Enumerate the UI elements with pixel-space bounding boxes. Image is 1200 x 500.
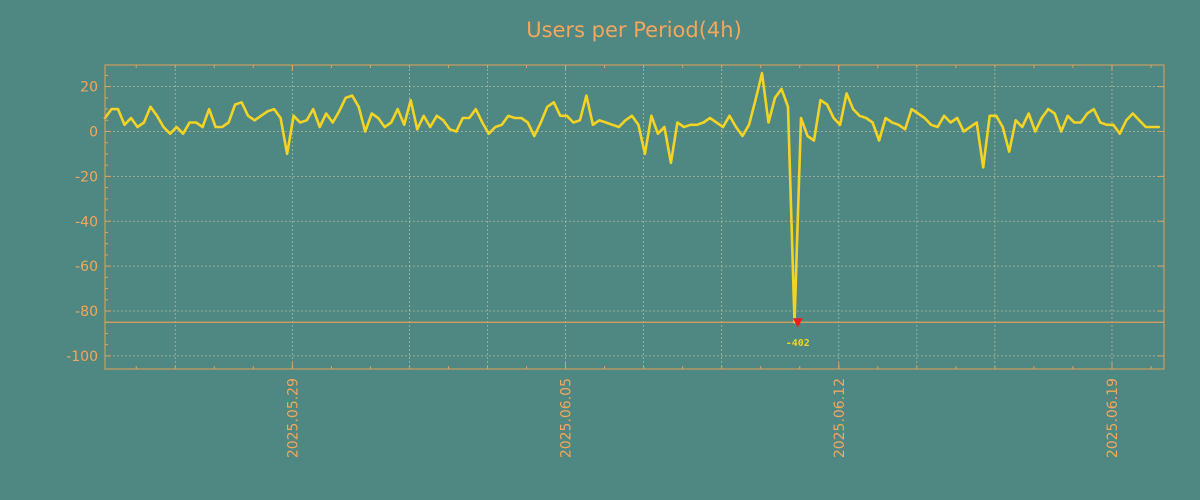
x-tick-label: 2025.06.05 bbox=[559, 378, 575, 458]
plot-frame bbox=[104, 64, 1165, 370]
y-tick-label: 20 bbox=[80, 80, 98, 96]
series-layer bbox=[103, 71, 1161, 324]
y-tick-label: -20 bbox=[75, 169, 98, 185]
y-tick-label: -40 bbox=[75, 214, 98, 230]
y-tick-label: -80 bbox=[75, 304, 98, 320]
annotations: -402 bbox=[786, 318, 810, 349]
x-tick-label: 2025.06.19 bbox=[1105, 378, 1121, 458]
axes: 20 0 -20 -40 -60 -80 -100 2025.05.29 2025.06.05 2… bbox=[66, 65, 1164, 458]
y-tick-label: -60 bbox=[75, 259, 98, 275]
x-tick-label: 2025.05.29 bbox=[285, 378, 301, 458]
x-tick-label: 2025.06.12 bbox=[832, 378, 848, 458]
annotation-label: -402 bbox=[786, 338, 810, 349]
y-tick-label: -100 bbox=[66, 349, 98, 365]
grid bbox=[105, 65, 1164, 369]
series-line bbox=[103, 71, 1161, 324]
annotation-marker bbox=[792, 318, 803, 328]
chart-title: Users per Period(4h) bbox=[526, 18, 742, 42]
y-tick-label: 0 bbox=[89, 125, 98, 141]
